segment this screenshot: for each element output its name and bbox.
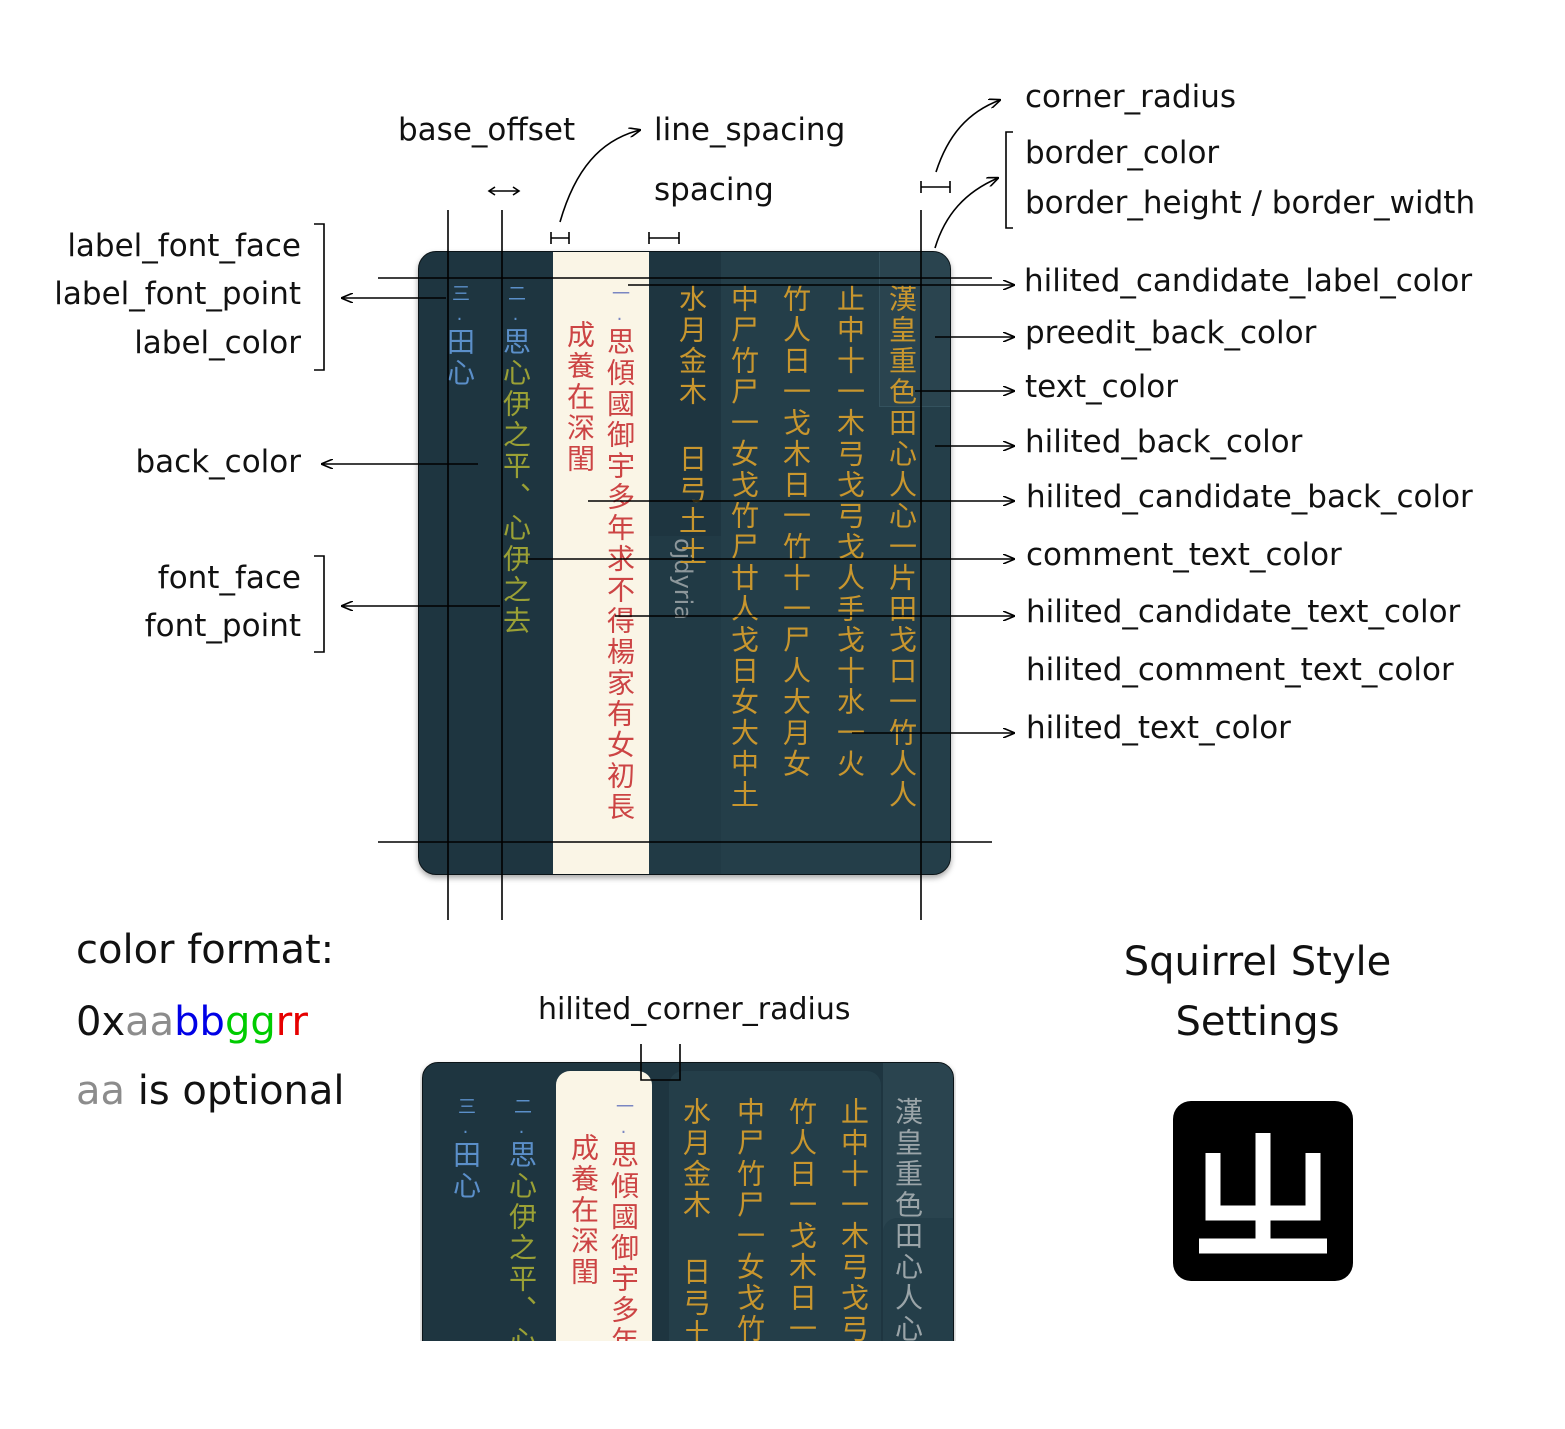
candidate-panel-main: 三.田心 二.思心伊之平、心伊之去 一.思傾國御宇多年求不得楊家有女初長 成養在… (418, 251, 951, 875)
candidate-label-3: 三. (449, 284, 470, 327)
candidate-1-panel2[interactable]: 一.思傾國御宇多年 (607, 1097, 640, 1341)
candidate-3-panel2[interactable]: 三.田心 (449, 1097, 482, 1202)
hilited-candidate-text-panel2: 思傾國御宇多年 (607, 1140, 640, 1341)
annotation-border-size: border_height / border_width (1025, 185, 1476, 221)
candidate-label-2-panel2: 二. (511, 1097, 532, 1140)
color-format-heading: color format: (76, 927, 335, 973)
preedit-corner-2 (883, 1218, 953, 1341)
annotation-hilited-text-color: hilited_text_color (1026, 710, 1291, 746)
preedit-col: 漢皇重色田心人心一片田戈口一竹人人 (885, 284, 918, 811)
annotation-border-color: border_color (1025, 135, 1220, 171)
preedit-col-panel2: 漢皇重色田心人心 (891, 1097, 924, 1341)
hilited-text-col-1: 水月金木 日弓土土 (675, 284, 708, 568)
annotation-font-point: font_point (144, 608, 301, 644)
hilited-text-col-1-panel2: 水月金木 日弓土土 (679, 1097, 712, 1341)
annotation-hilited-candidate-back-color: hilited_candidate_back_color (1026, 479, 1473, 515)
hilited-candidate-comment-panel2: 成養在深閨 (567, 1133, 600, 1288)
annotation-hilited-back-color: hilited_back_color (1025, 424, 1303, 460)
color-format-optional: aa is optional (76, 1071, 345, 1111)
annotation-text-color: text_color (1025, 369, 1179, 405)
candidate-panel-second: 三.田心 二.思心伊之平、心 一.思傾國御宇多年 成養在深閨 水月金木 日弓土土… (422, 1062, 954, 1341)
candidate-comment-2: 心伊之平、心伊之去 (499, 358, 532, 637)
hilited-text-col-4: 止中十一木弓戈弓戈人手戈十水一火 (833, 284, 866, 780)
squirrel-glyph (1199, 1133, 1327, 1254)
color-format-bb: bb (174, 999, 225, 1045)
color-format-optional-text: is optional (125, 1068, 345, 1114)
annotation-label-font-point: label_font_point (54, 276, 301, 312)
annotation-hilited-corner-radius: hilited_corner_radius (538, 992, 851, 1027)
annotation-label-font-face: label_font_face (67, 228, 301, 264)
hilited-text-col-3-panel2: 竹人日一戈木日一 (785, 1097, 818, 1341)
candidate-label-3-panel2: 三. (455, 1097, 476, 1140)
candidate-text-2: 思 (499, 327, 532, 358)
candidate-comment-2-panel2: 心伊之平、心 (505, 1171, 538, 1341)
annotation-back-color: back_color (135, 444, 301, 480)
annotation-preedit-back-color: preedit_back_color (1025, 315, 1317, 351)
annotation-line-spacing: line_spacing (654, 112, 846, 148)
hilited-candidate-back-2 (556, 1071, 652, 1341)
annotation-font-face: font_face (157, 560, 301, 596)
hilited-text-col-2-panel2: 中尸竹尸一女戈竹 (733, 1097, 766, 1341)
preedit-text: ojdyria (669, 538, 697, 621)
color-format-gg: gg (224, 999, 276, 1045)
hilited-candidate-label-panel2: 一. (613, 1097, 634, 1140)
hilited-text-col-4-panel2: 止中十一木弓戈弓 (837, 1097, 870, 1341)
annotation-base-offset: base_offset (398, 112, 576, 148)
hilited-candidate-comment: 成養在深閨 (563, 320, 596, 475)
candidate-1-hilited-text[interactable]: 一.思傾國御宇多年求不得楊家有女初長 (603, 284, 636, 823)
squirrel-logo-icon (1173, 1101, 1353, 1281)
candidate-text-3-panel2: 田心 (449, 1140, 482, 1202)
hilited-candidate-text: 思傾國御宇多年求不得楊家有女初長 (603, 327, 636, 823)
color-format-aa: aa (125, 999, 175, 1045)
preedit-comment-area (649, 536, 721, 874)
annotation-comment-text-color: comment_text_color (1026, 537, 1342, 573)
title-line-2: Settings (1175, 999, 1340, 1045)
hilited-back-area-2 (669, 1071, 881, 1341)
color-format-pattern: 0xaabbggrr (76, 1002, 308, 1042)
hilited-candidate-back (553, 252, 649, 874)
annotation-hilited-candidate-text-color: hilited_candidate_text_color (1026, 594, 1461, 630)
candidate-label-2: 二. (505, 284, 526, 327)
annotation-label-color: label_color (134, 325, 301, 361)
candidate-2-panel2[interactable]: 二.思心伊之平、心 (505, 1097, 538, 1341)
annotation-hilited-comment-text-color: hilited_comment_text_color (1026, 652, 1454, 688)
color-format-rr: rr (275, 999, 308, 1045)
color-format-prefix: 0x (76, 999, 126, 1045)
title-line-1: Squirrel Style (1123, 939, 1392, 985)
candidate-2[interactable]: 二.思心伊之平、心伊之去 (499, 284, 532, 637)
hilited-text-col-3: 竹人日一戈木日一竹十一尸人大月女 (779, 284, 812, 780)
candidate-text-2-panel2: 思 (505, 1140, 538, 1171)
annotation-spacing: spacing (654, 172, 774, 208)
panel-crop-window: 三.田心 二.思心伊之平、心 一.思傾國御宇多年 成養在深閨 水月金木 日弓土土… (420, 1060, 956, 1341)
color-format-optional-aa: aa (76, 1068, 126, 1114)
hilited-text-col-2: 中尸竹尸一女戈竹尸廿人戈日女大中土 (727, 284, 760, 811)
annotation-hilited-candidate-label-color: hilited_candidate_label_color (1024, 263, 1473, 299)
annotation-corner-radius: corner_radius (1025, 79, 1237, 115)
hilited-candidate-label: 一. (609, 284, 630, 327)
